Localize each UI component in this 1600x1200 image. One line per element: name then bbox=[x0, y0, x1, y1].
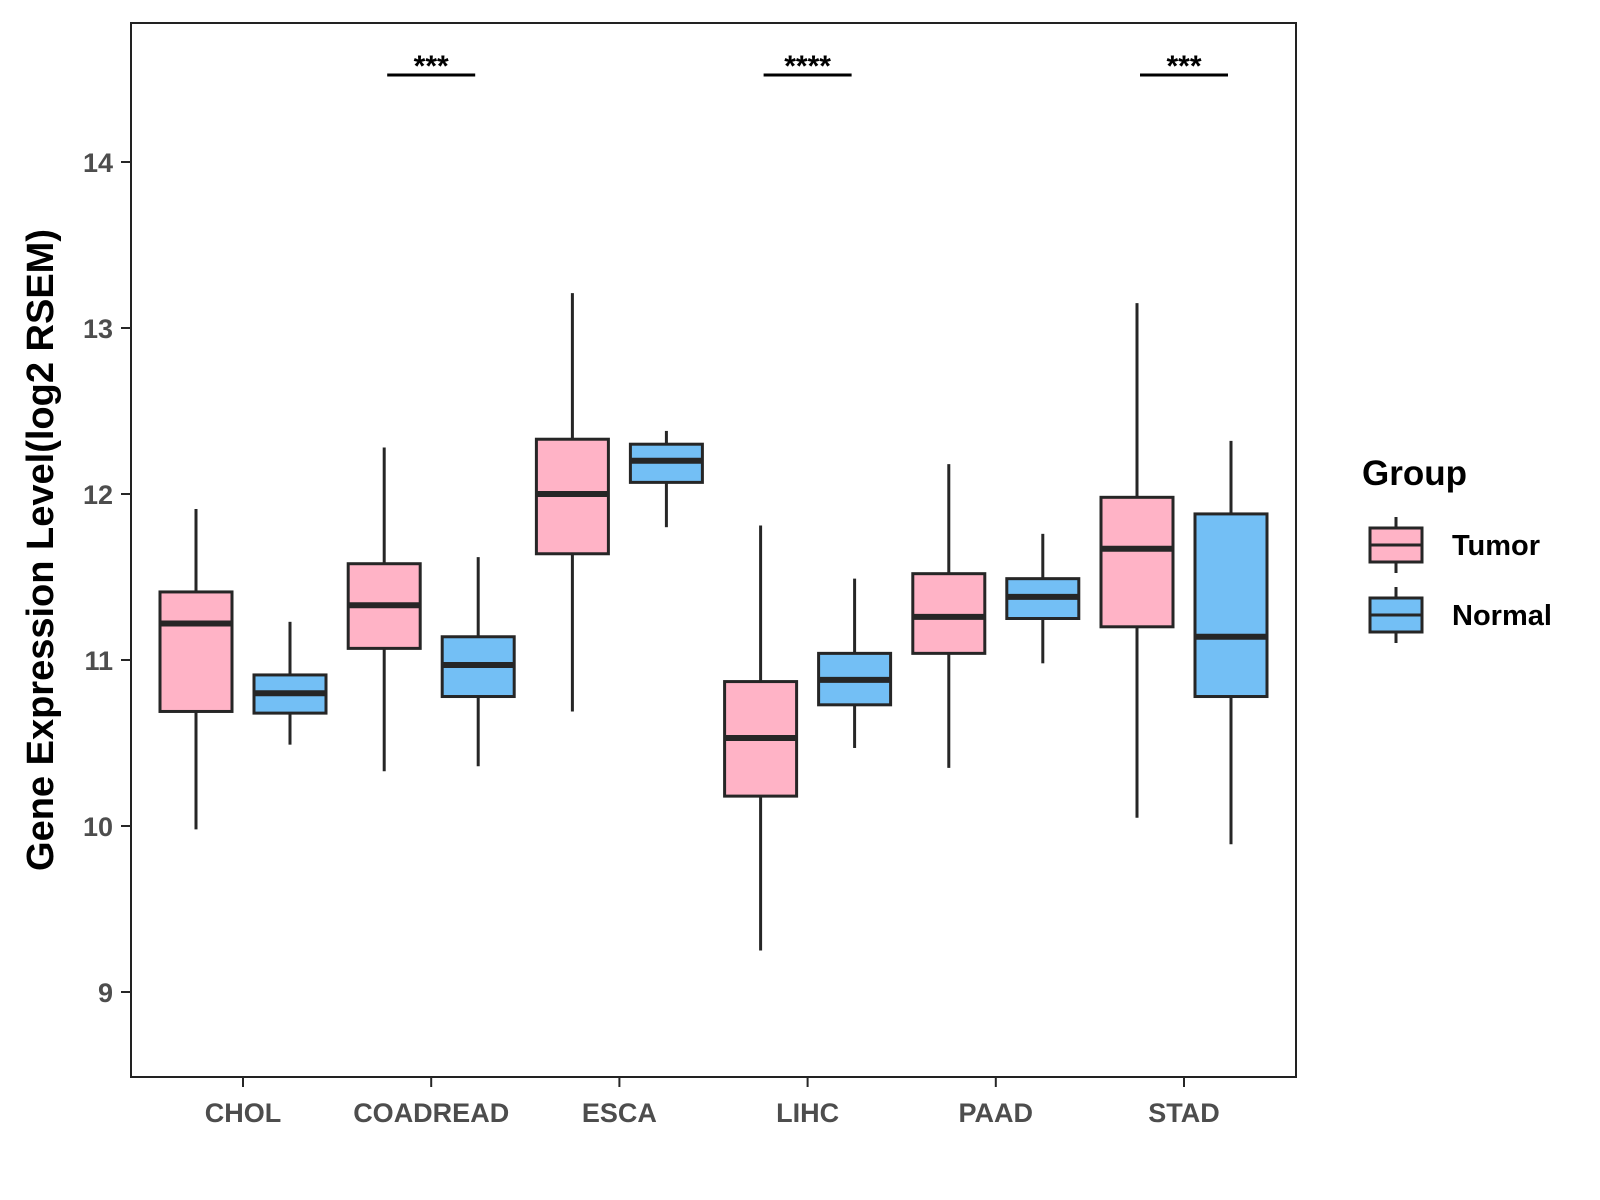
box-body bbox=[158, 590, 234, 713]
x-axis: CHOL COADREAD ESCA LIHC PAAD STAD bbox=[205, 1077, 1220, 1128]
box-normal-coadread bbox=[440, 557, 516, 767]
box-tumor-coadread bbox=[346, 447, 422, 772]
x-tick-label: STAD bbox=[1148, 1098, 1220, 1128]
y-axis: 9 10 11 12 13 14 bbox=[83, 148, 131, 1008]
y-tick-label: 14 bbox=[83, 148, 113, 178]
box-normal-stad bbox=[1193, 440, 1269, 845]
legend-label: Tumor bbox=[1452, 530, 1540, 562]
y-tick-label: 10 bbox=[83, 812, 113, 842]
legend-label: Normal bbox=[1452, 600, 1552, 632]
box-tumor-esca bbox=[534, 293, 610, 712]
significance-label: **** bbox=[784, 50, 831, 83]
box-body bbox=[1193, 512, 1269, 699]
y-tick-label: 11 bbox=[84, 646, 113, 676]
box-normal-paad bbox=[1005, 533, 1081, 664]
box-normal-esca bbox=[628, 430, 704, 528]
boxes-layer bbox=[158, 293, 1269, 951]
y-tick-label: 13 bbox=[83, 314, 113, 344]
box-normal-lihc bbox=[817, 578, 893, 748]
box-normal-chol bbox=[252, 621, 328, 745]
y-tick-label: 12 bbox=[83, 480, 113, 510]
x-tick-label: LIHC bbox=[776, 1098, 839, 1128]
y-tick-label: 9 bbox=[98, 978, 113, 1008]
significance-label: *** bbox=[414, 50, 449, 83]
box-body bbox=[1099, 495, 1175, 629]
box-body bbox=[911, 572, 987, 655]
significance-label: *** bbox=[1166, 50, 1201, 83]
x-tick-label: COADREAD bbox=[353, 1098, 509, 1128]
box-tumor-paad bbox=[911, 464, 987, 768]
legend-title: Group bbox=[1362, 454, 1467, 493]
legend-item-tumor: Tumor bbox=[1368, 517, 1540, 573]
x-tick-label: CHOL bbox=[205, 1098, 282, 1128]
significance-layer: *** **** *** bbox=[387, 50, 1228, 83]
legend-item-normal: Normal bbox=[1368, 587, 1552, 643]
box-tumor-lihc bbox=[723, 525, 799, 951]
x-tick-label: PAAD bbox=[959, 1098, 1034, 1128]
box-tumor-chol bbox=[158, 508, 234, 830]
y-axis-label: Gene Expression Level(log2 RSEM) bbox=[20, 229, 62, 871]
x-tick-label: ESCA bbox=[582, 1098, 657, 1128]
box-tumor-stad bbox=[1099, 303, 1175, 818]
legend: Group Tumor Normal bbox=[1362, 454, 1552, 643]
